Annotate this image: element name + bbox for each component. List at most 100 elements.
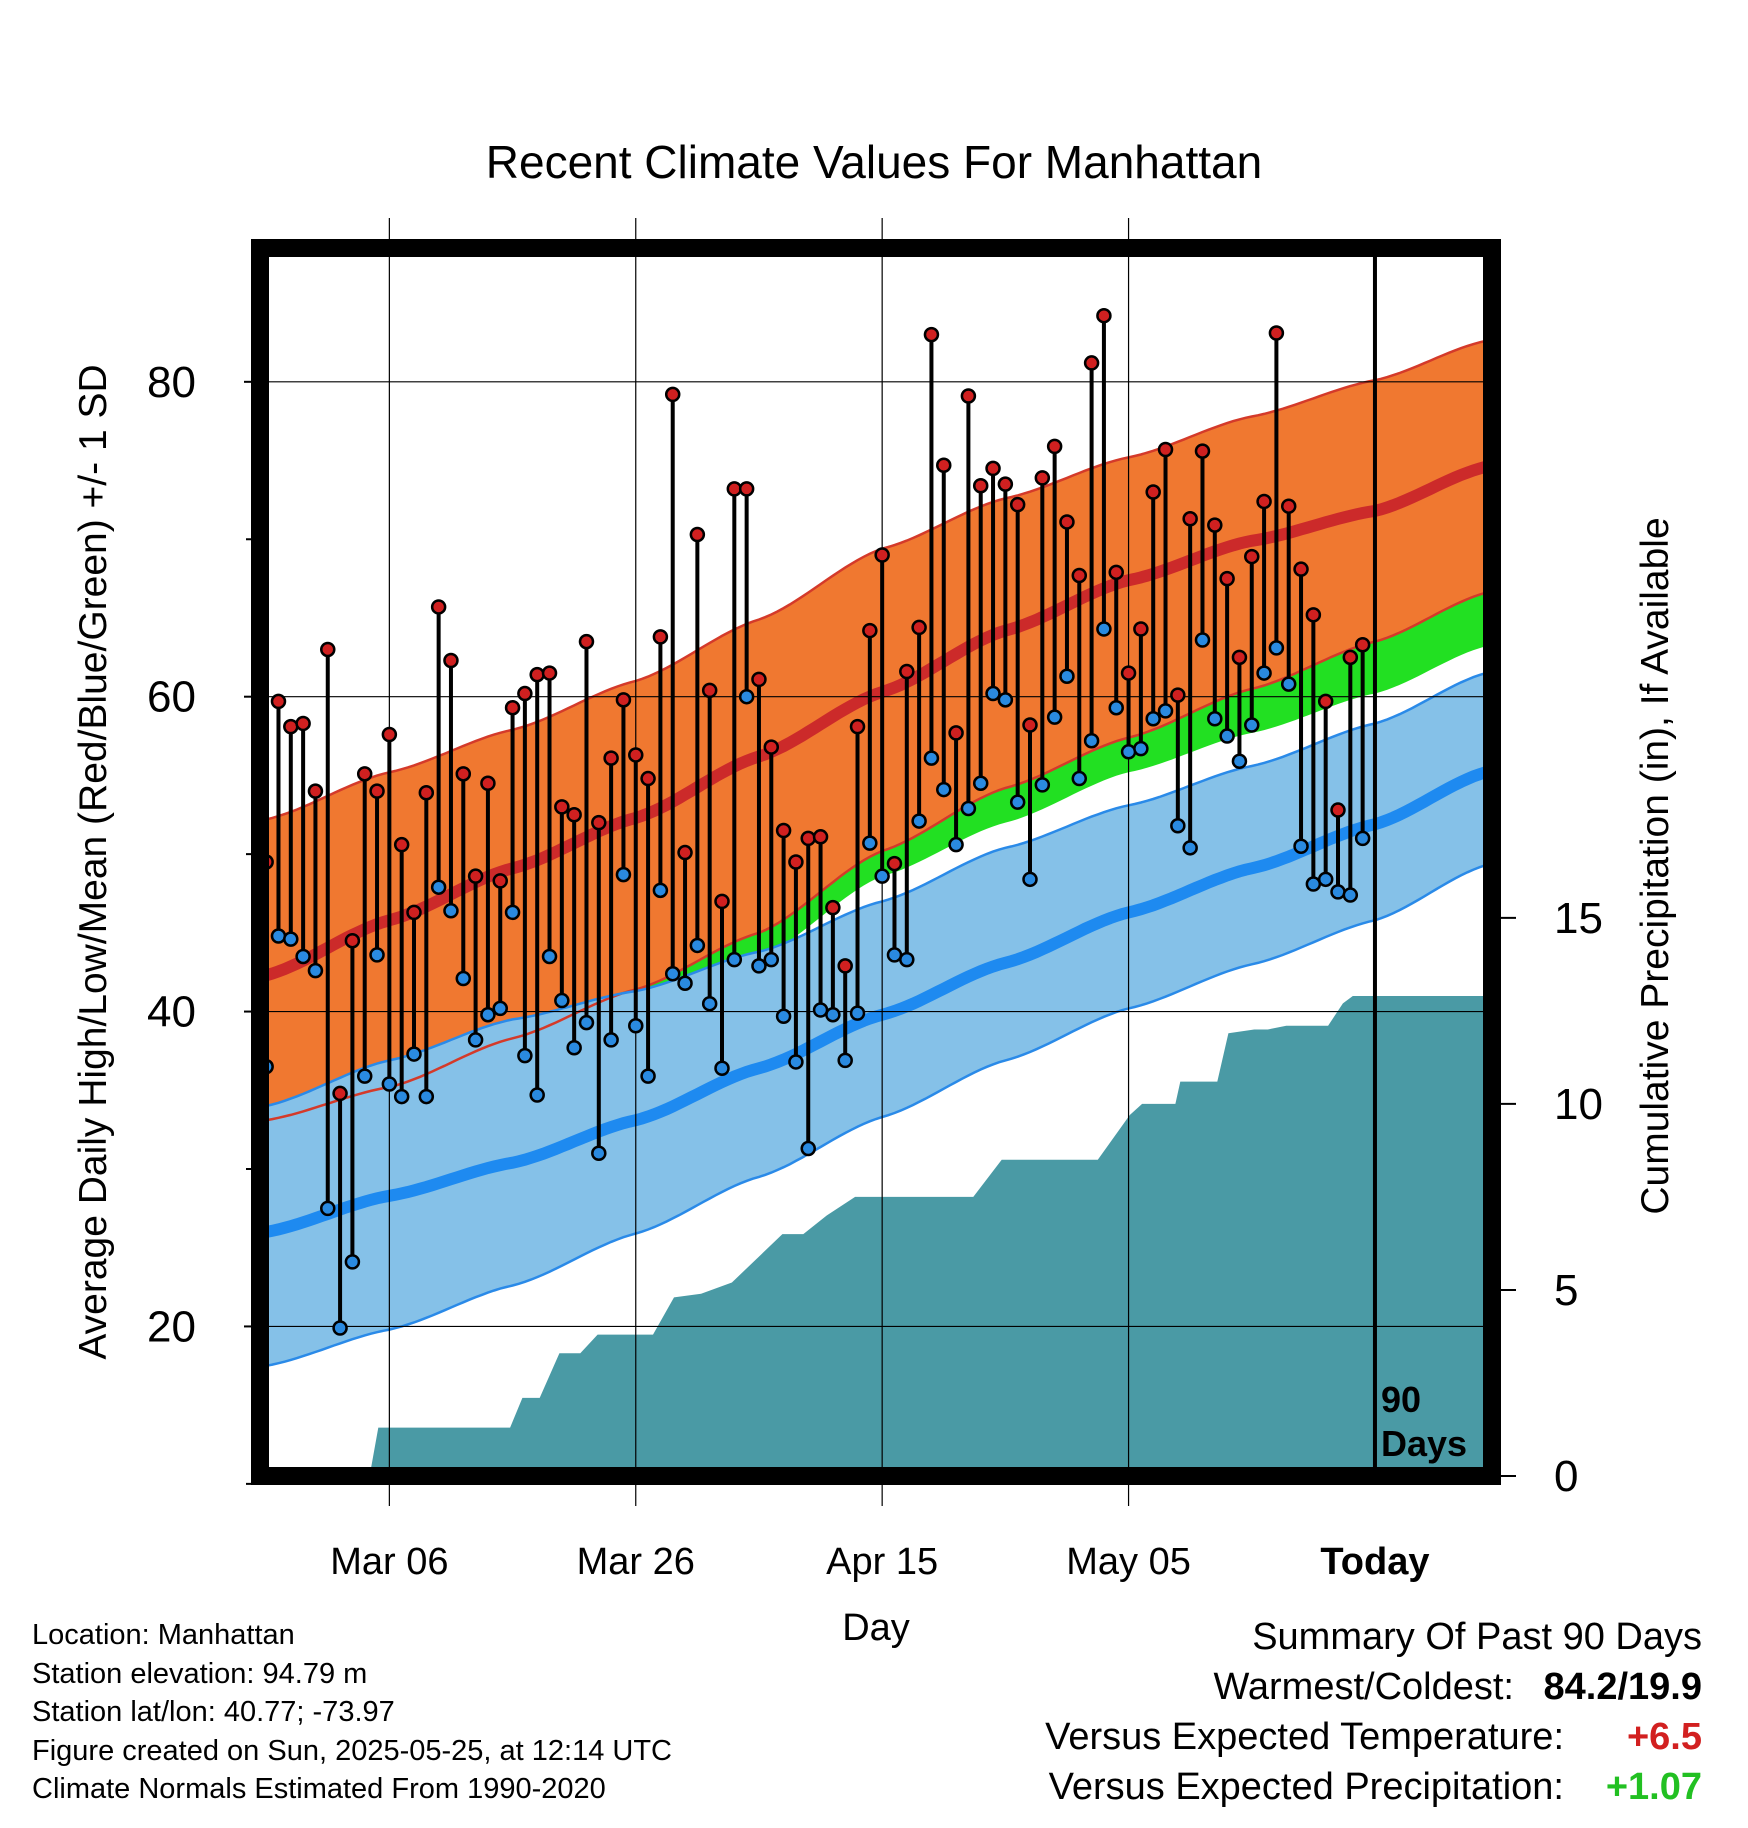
today-days-label: Days: [1381, 1423, 1467, 1464]
low-point: [899, 951, 915, 968]
summary-panel: Summary Of Past 90 Days Warmest/Coldest:…: [1045, 1612, 1702, 1812]
low-point: [1256, 665, 1272, 681]
high-point: [1305, 607, 1322, 623]
precip-row: Versus Expected Precipitation: +1.07: [1045, 1762, 1702, 1812]
low-point: [1317, 871, 1334, 888]
daily-ranges: [260, 307, 1371, 1336]
high-point: [689, 526, 706, 543]
high-point: [430, 599, 447, 615]
high-point: [517, 685, 533, 702]
low-point: [603, 1032, 619, 1048]
low-point: [1293, 838, 1309, 855]
low-point: [578, 1014, 595, 1031]
high-point: [825, 899, 841, 916]
low-point: [911, 813, 927, 829]
low-point: [1133, 740, 1149, 757]
high-point: [406, 904, 422, 921]
high-point: [1046, 438, 1063, 455]
high-point: [1145, 484, 1161, 500]
high-point: [997, 476, 1014, 492]
high-mean-line: [260, 460, 1492, 982]
low-point: [726, 951, 743, 968]
low-point: [1342, 887, 1359, 903]
high-point: [1256, 493, 1272, 510]
low-point: [467, 1032, 484, 1048]
station-info: Location: Manhattan Station elevation: 9…: [32, 1616, 672, 1809]
low-point: [948, 836, 964, 853]
high-point: [1354, 636, 1371, 653]
low-point: [406, 1046, 422, 1062]
summary-heading: Summary Of Past 90 Days: [1252, 1616, 1702, 1658]
low-point: [1108, 699, 1124, 716]
high-point: [615, 692, 632, 708]
low-point: [295, 948, 311, 965]
low-point: [1120, 744, 1137, 760]
low-point: [788, 1054, 804, 1070]
high-point: [701, 682, 718, 699]
high-point: [886, 855, 903, 872]
low-point: [701, 995, 718, 1012]
high-point: [664, 386, 681, 403]
low-point: [541, 948, 558, 965]
high-point: [1108, 564, 1124, 581]
high-point: [1009, 496, 1026, 513]
high-point: [295, 715, 311, 732]
high-point: [948, 725, 964, 741]
low-point: [455, 970, 472, 987]
low-point: [307, 962, 324, 979]
high-point: [628, 747, 644, 763]
low-point: [332, 1320, 348, 1336]
low-point: [529, 1087, 545, 1103]
high-point: [923, 326, 940, 343]
location-text: Location: Manhattan: [32, 1619, 295, 1651]
low-point: [849, 1005, 866, 1021]
high-point: [541, 665, 558, 681]
high-point: [751, 671, 767, 688]
high-point: [714, 893, 730, 910]
high-point: [874, 547, 890, 563]
high-point: [677, 844, 693, 861]
low-point: [1034, 777, 1051, 793]
low-point: [1059, 668, 1075, 684]
low-point: [1305, 876, 1322, 892]
y2-tick-label: 0: [1554, 1452, 1578, 1501]
elevation-text: Station elevation: 94.79 m: [32, 1657, 368, 1690]
low-point: [554, 992, 570, 1009]
low-point: [369, 947, 385, 963]
y2-tick-label: 10: [1554, 1080, 1603, 1129]
low-point: [1219, 728, 1235, 744]
warm-cold-value: 84.2/19.9: [1543, 1666, 1702, 1708]
high-point: [418, 784, 435, 801]
low-point: [738, 688, 755, 705]
low-point: [985, 685, 1001, 702]
low-point: [393, 1088, 410, 1105]
low-point: [960, 800, 977, 817]
low-point: [283, 931, 299, 947]
low-point: [430, 879, 447, 895]
high-point: [1317, 693, 1334, 710]
high-point: [455, 766, 472, 782]
high-point: [1330, 802, 1346, 818]
low-point: [1244, 717, 1260, 733]
low-point: [1170, 818, 1186, 834]
high-point: [320, 641, 336, 658]
high-point: [381, 726, 398, 743]
low-point: [775, 1008, 792, 1025]
low-point: [1330, 884, 1346, 900]
low-point: [418, 1088, 435, 1105]
high-point: [467, 868, 484, 884]
high-point: [1280, 498, 1297, 514]
low-upper-line: [260, 671, 1492, 1108]
low-point: [628, 1017, 644, 1034]
high-point: [640, 770, 656, 787]
high-point: [972, 477, 989, 494]
high-point: [1268, 325, 1285, 341]
high-point: [566, 807, 582, 823]
low-point: [1207, 710, 1223, 727]
high-point: [1034, 470, 1051, 486]
high-point: [1342, 649, 1359, 666]
high-point: [344, 932, 361, 949]
high-point: [788, 854, 804, 870]
y-tick-label: 60: [147, 673, 196, 722]
